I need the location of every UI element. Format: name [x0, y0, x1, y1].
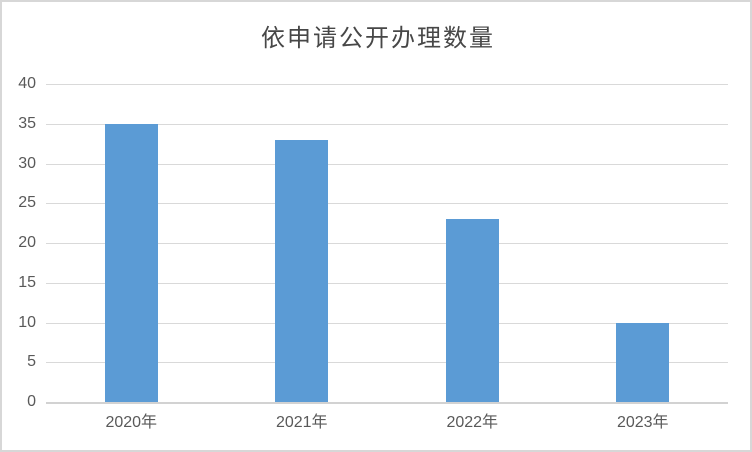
bar-2022年 — [445, 219, 499, 402]
x-tick-label: 2021年 — [275, 414, 328, 431]
bar-2020年 — [104, 123, 158, 402]
y-tick-label: 25 — [18, 194, 36, 212]
gridline — [46, 362, 728, 364]
plot-area — [46, 84, 728, 404]
y-tick-label: 30 — [18, 154, 36, 172]
gridline — [46, 322, 728, 324]
gridline — [46, 203, 728, 205]
x-tick-label: 2023年 — [616, 414, 669, 431]
y-tick-label: 5 — [27, 353, 36, 371]
gridline — [46, 282, 728, 284]
gridline — [46, 123, 728, 125]
y-tick-label: 15 — [18, 273, 36, 291]
bar-2021年 — [275, 139, 329, 402]
gridline — [46, 243, 728, 244]
y-tick-label: 0 — [27, 393, 36, 410]
x-tick-label: 2020年 — [105, 414, 158, 431]
y-tick-label: 20 — [18, 234, 36, 251]
y-tick-label: 35 — [18, 114, 36, 132]
y-tick-label: 10 — [18, 313, 36, 331]
x-tick-label: 2022年 — [446, 414, 499, 431]
bar-2023年 — [616, 322, 670, 402]
gridline — [46, 84, 728, 85]
chart-title: 依申请公开办理数量 — [261, 24, 495, 52]
gridline — [46, 163, 728, 165]
y-tick-label: 40 — [18, 75, 36, 92]
